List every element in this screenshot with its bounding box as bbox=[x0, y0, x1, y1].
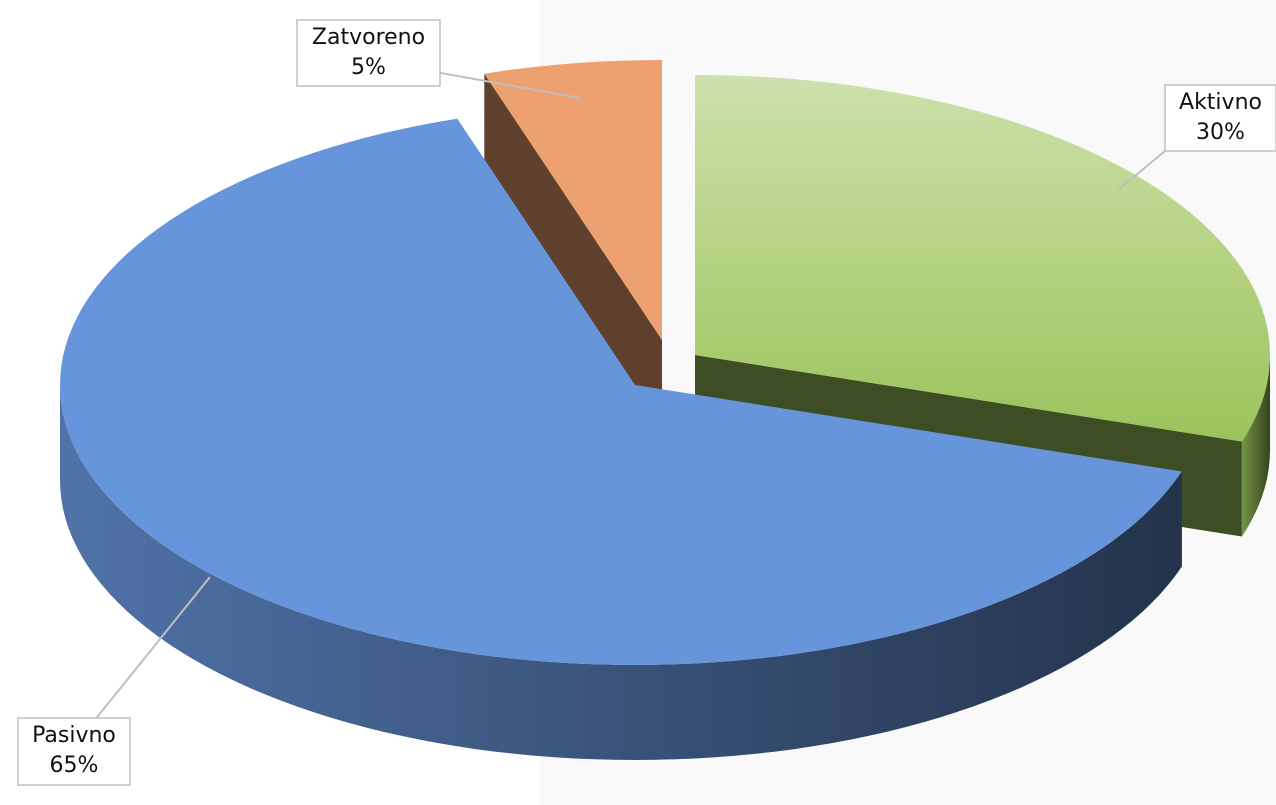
slice-side-shade bbox=[60, 385, 1182, 760]
label-box bbox=[296, 19, 441, 87]
label-box bbox=[1164, 84, 1276, 152]
value-label: 5% bbox=[351, 55, 386, 80]
category-label: Aktivno bbox=[1179, 90, 1262, 115]
slice-highlight bbox=[695, 75, 1270, 442]
leader-line bbox=[95, 576, 211, 719]
pie bbox=[60, 60, 1270, 760]
leader-line bbox=[439, 71, 581, 99]
slice bbox=[60, 118, 1182, 665]
leader-line bbox=[1117, 150, 1166, 191]
slice-side bbox=[484, 73, 662, 435]
category-label: Zatvoreno bbox=[312, 25, 425, 50]
value-label: 65% bbox=[50, 753, 99, 778]
label-box bbox=[17, 717, 131, 786]
category-label: Pasivno bbox=[32, 723, 116, 748]
slice-side-shade bbox=[1241, 355, 1270, 537]
labels: Aktivno 30% Pasivno 65% Zatvoreno 5% bbox=[17, 19, 1276, 786]
value-label: 30% bbox=[1196, 120, 1245, 145]
slice bbox=[484, 60, 662, 340]
